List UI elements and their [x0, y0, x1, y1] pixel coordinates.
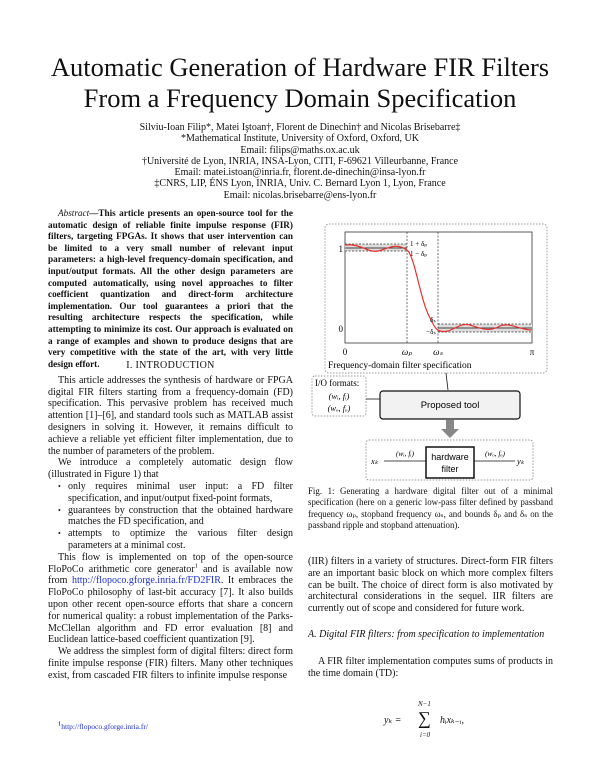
eq-upper-limit: N−1 — [418, 700, 431, 708]
frequency-response-curve — [344, 244, 533, 333]
io-input-format: (wᵢ, fᵢ) — [329, 391, 350, 401]
sum-symbol: ∑ — [418, 708, 431, 728]
flopoco-link[interactable]: http://flopoco.gforge.inria.fr/ — [61, 722, 148, 731]
author-block: Silviu-Ioan Filip*, Matei Iştoan†, Flore… — [0, 122, 600, 201]
output-signal: yₖ — [516, 456, 525, 466]
annotation: 1 + δₚ — [410, 240, 427, 248]
proposed-tool-label: Proposed tool — [421, 400, 480, 411]
spec-box — [324, 223, 548, 374]
input-signal: xₖ — [370, 456, 379, 466]
xtick-label: 0 — [343, 347, 348, 357]
paragraph: (IIR) filters in a variety of structures… — [308, 556, 553, 615]
affiliation: *Mathematical Institute, University of O… — [180, 133, 419, 145]
abstract-text: —This article presents an open-source to… — [48, 208, 293, 369]
down-arrow — [441, 420, 459, 438]
text: and is available now from — [48, 563, 293, 587]
passband-region — [345, 244, 407, 251]
text: . It embraces the FloPoCo philosophy of … — [48, 575, 293, 646]
spec-label: Frequency-domain filter specification — [328, 360, 472, 371]
output-format: (wₒ, fₒ) — [485, 449, 506, 458]
paragraph: A FIR filter implementation computes sum… — [308, 656, 553, 680]
proposed-tool-box — [379, 390, 521, 420]
arrow — [445, 372, 449, 391]
paragraph: We introduce a completely automatic desi… — [48, 457, 293, 481]
introduction-section: I. INTRODUCTION This article addresses t… — [48, 360, 293, 682]
figure-caption: Fig. 1: Generating a hardware digital fi… — [308, 486, 553, 531]
paragraph: This flow is implemented on top of the o… — [48, 552, 293, 646]
footnote-number: 1 — [58, 720, 62, 728]
equation: yₖ = N−1 ∑ i=0 hᵢxₖ₋ᵢ, — [380, 700, 500, 740]
affiliation: ‡CNRS, LIP, ÉNS Lyon, INRIA, Univ. C. Be… — [154, 178, 446, 190]
ytick-label: 1 — [339, 244, 344, 254]
footnote-ref: 1 — [194, 562, 198, 570]
xtick-label: ωₚ — [402, 347, 412, 357]
paragraph-text: A FIR filter implementation computes sum… — [308, 656, 553, 679]
text: This flow is implemented on top of the o… — [48, 551, 293, 575]
annotation: −δₛ — [426, 328, 436, 336]
xtick-label: ωₛ — [433, 347, 443, 357]
title-line: From a Frequency Domain Specification — [83, 83, 517, 113]
footnote: 1http://flopoco.gforge.inria.fr/ — [58, 720, 148, 732]
title-line: Automatic Generation of Hardware FIR Fil… — [50, 52, 550, 82]
bullet-item: attempts to optimize the various filter … — [58, 528, 293, 552]
abstract-label: Abstract — [58, 208, 90, 218]
figure-1: 1 0 0 ωₚ ωₛ π 1 + δₚ 1 − δₚ δₛ −δₛ Frequ… — [311, 223, 548, 481]
paragraph: This article addresses the synthesis of … — [48, 374, 293, 457]
email: Email: matei.istoan@inria.fr, florent.de… — [174, 167, 426, 179]
annotation: 1 − δₚ — [410, 250, 427, 258]
email: Email: nicolas.brisebarre@ens-lyon.fr — [223, 189, 377, 201]
author-names: Silviu-Ioan Filip*, Matei Iştoan†, Flore… — [139, 122, 461, 133]
hardware-filter-box — [425, 446, 475, 479]
email: Email: filips@maths.ox.ac.uk — [240, 144, 360, 156]
eq-rhs: hᵢxₖ₋ᵢ, — [440, 715, 465, 726]
paragraph: We address the simplest form of digital … — [48, 646, 293, 681]
xtick-label: π — [530, 347, 535, 357]
subsection-heading: A. Digital FIR filters: from specificati… — [308, 629, 545, 640]
bullet-item: only requires minimal user input: a FD f… — [58, 481, 293, 505]
affiliation: †Université de Lyon, INRIA, INSA-Lyon, C… — [141, 155, 459, 167]
section-heading: I. INTRODUCTION — [126, 360, 215, 371]
hardware-label: hardware — [431, 452, 469, 462]
eq-lower-limit: i=0 — [420, 731, 431, 739]
input-format: (wᵢ, fᵢ) — [396, 449, 415, 458]
filter-label: filter — [441, 464, 458, 474]
bullet-list: only requires minimal user input: a FD f… — [48, 481, 293, 552]
bullet-item: guarantees by construction that the obta… — [58, 505, 293, 529]
fd2fir-link[interactable]: http://flopoco.gforge.inria.fr/FD2FIR — [71, 575, 221, 587]
io-output-format: (wₒ, fₒ) — [328, 403, 351, 413]
io-label: I/O formats: — [315, 378, 359, 388]
io-box — [311, 375, 367, 417]
annotation: δₛ — [430, 316, 436, 324]
eq-lhs: yₖ = — [384, 715, 402, 726]
ytick-label: 0 — [339, 324, 344, 334]
paper-title: Automatic Generation of Hardware FIR Fil… — [0, 52, 600, 114]
abstract: Abstract—This article presents an open-s… — [48, 208, 293, 370]
